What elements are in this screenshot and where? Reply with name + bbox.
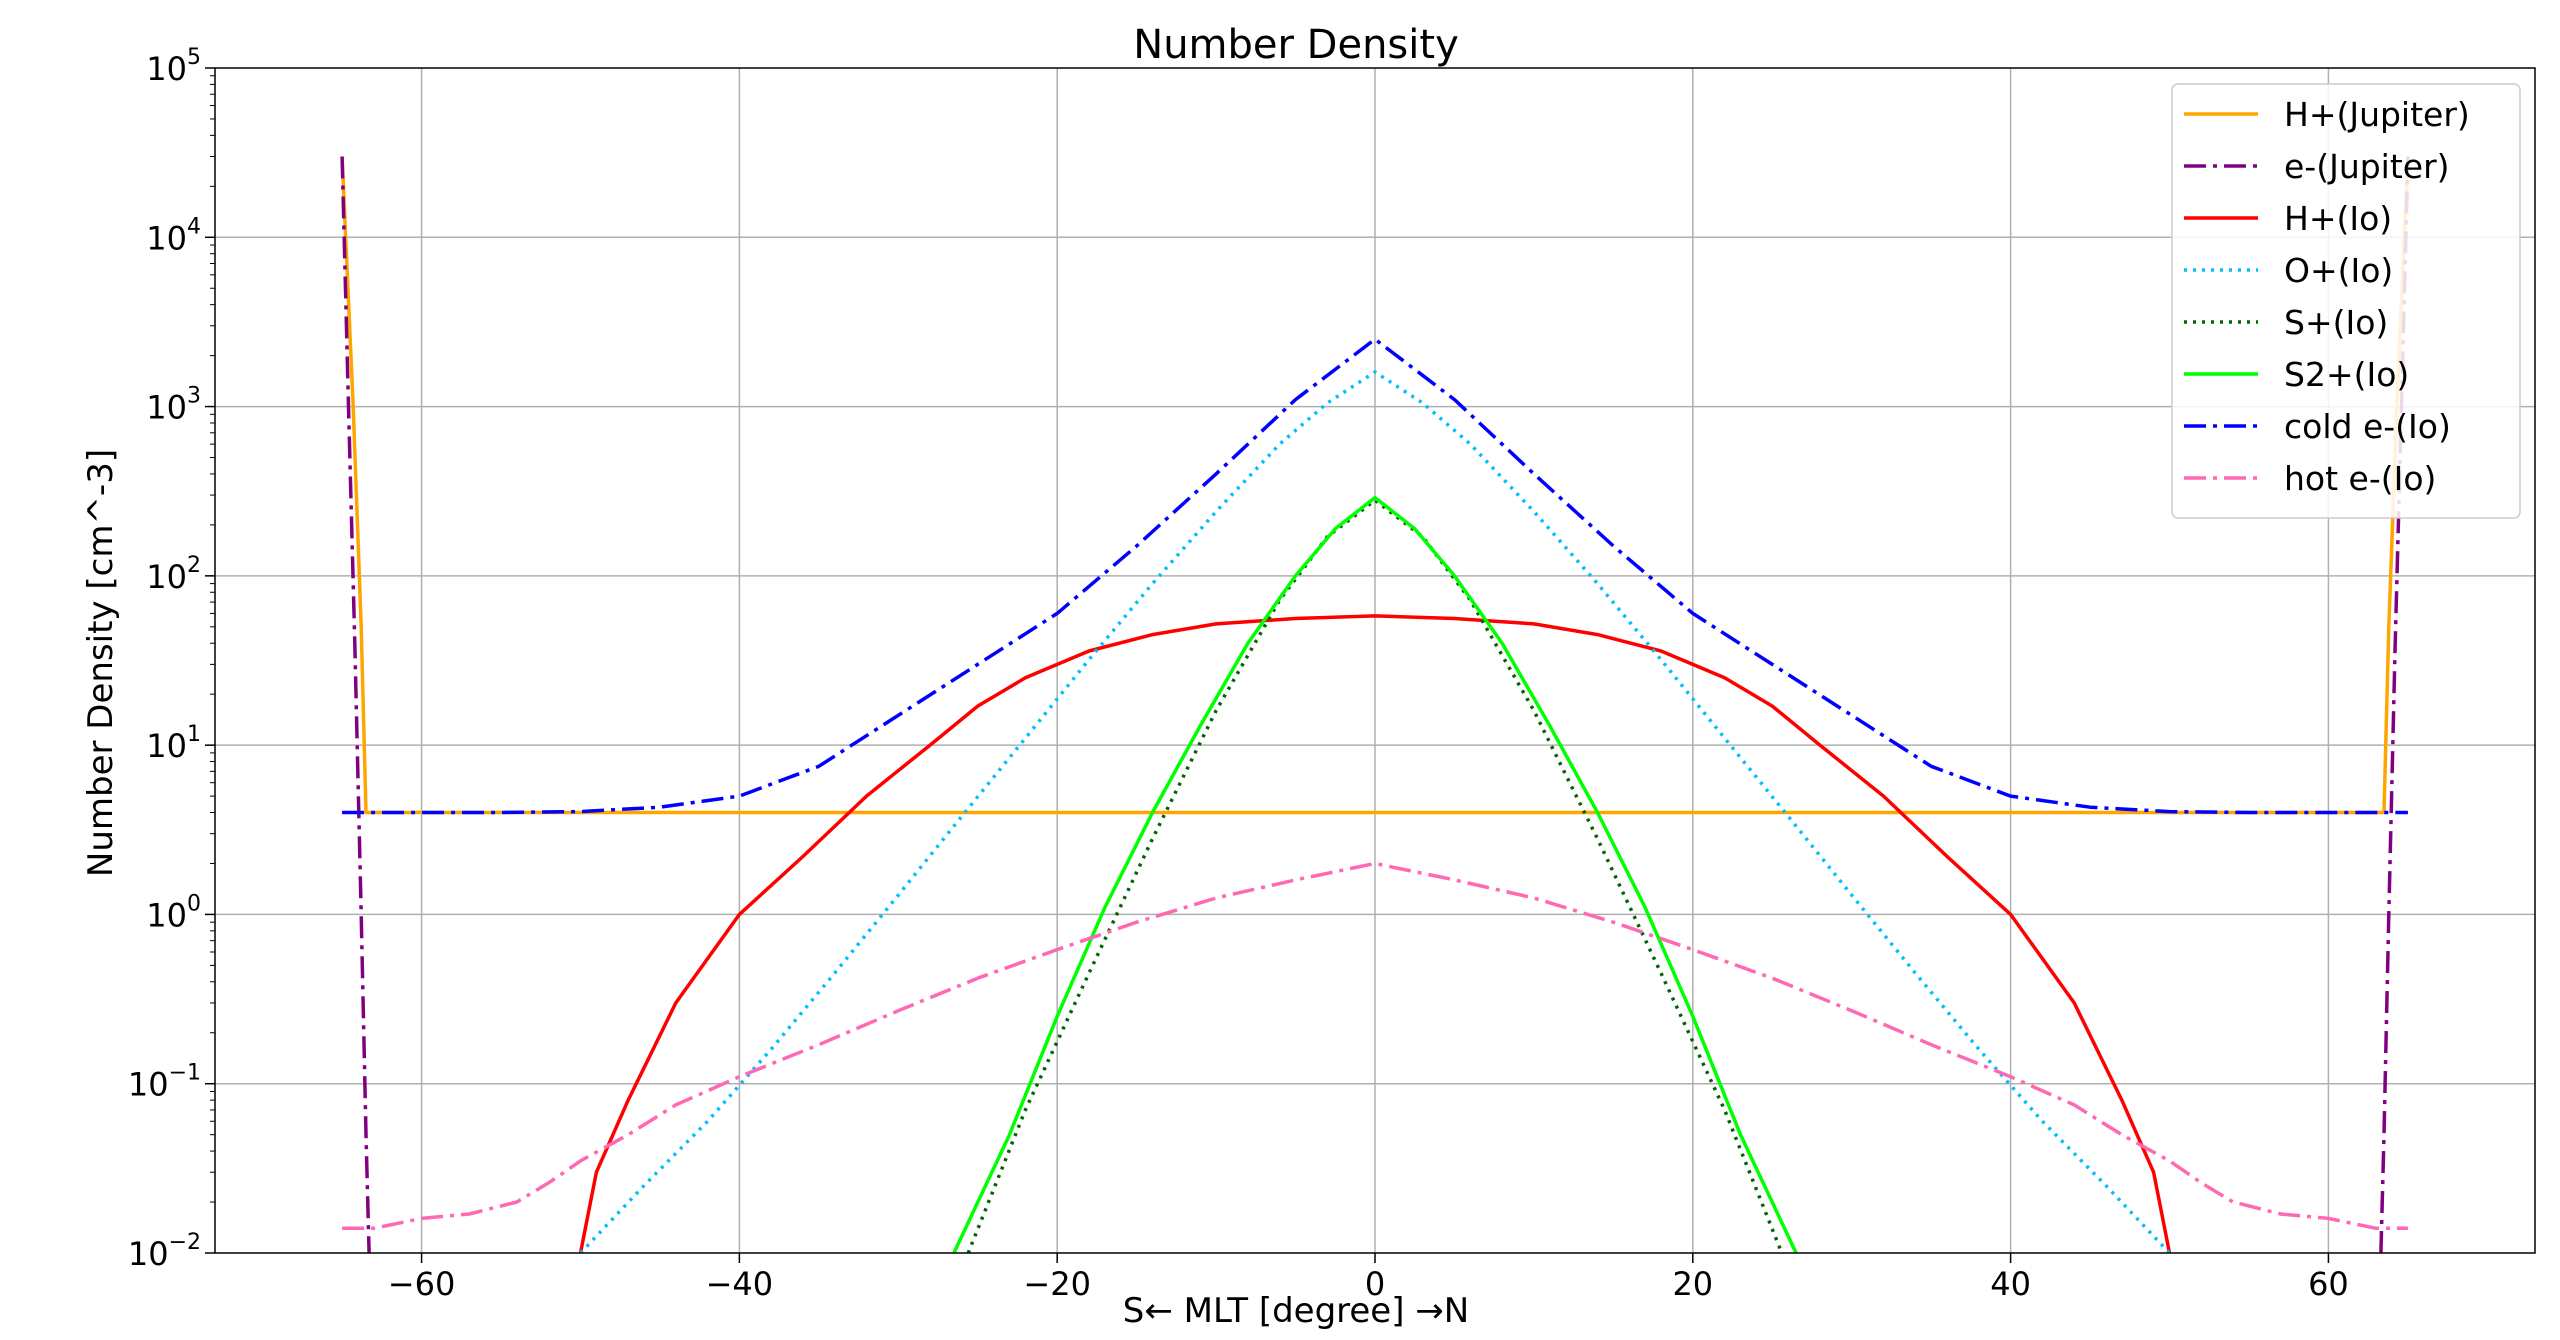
y-tick-label: 100 (146, 891, 201, 934)
x-tick-label: −40 (706, 1265, 774, 1303)
series-line-H+(Io) (578, 614, 2172, 1253)
x-tick-label: 60 (2308, 1265, 2349, 1303)
grid-lines (215, 68, 2535, 1253)
series-line-cold e-(Io) (342, 337, 2408, 815)
x-axis-label: S← MLT [degree] →N (1123, 1291, 1469, 1331)
series-line-H+(Jupiter) (340, 156, 2410, 815)
series-layer (340, 156, 2410, 1253)
legend-label: S2+(Io) (2284, 355, 2409, 394)
x-tick-label: 20 (1672, 1265, 1713, 1303)
legend-label: H+(Jupiter) (2284, 95, 2470, 134)
x-tick-label: 40 (1990, 1265, 2031, 1303)
legend-label: e-(Jupiter) (2284, 147, 2450, 186)
series-line-O+(Io) (579, 370, 2171, 1253)
chart-title: Number Density (1133, 22, 1458, 68)
legend-label: cold e-(Io) (2284, 407, 2451, 446)
series-line-S2+(Io) (952, 495, 1798, 1253)
y-tick-label: 10−2 (128, 1230, 201, 1273)
legend-box (2171, 83, 2521, 519)
series-line-e-(Jupiter) (340, 156, 371, 1253)
legend: H+(Jupiter) e-(Jupiter) H+(Io) O+(Io) S+(Io)… (2171, 83, 2521, 519)
legend-label: O+(Io) (2284, 251, 2393, 290)
legend-label: H+(Io) (2284, 199, 2392, 238)
series-line-hot e-(Io) (342, 861, 2408, 1231)
legend-label: S+(Io) (2284, 303, 2388, 342)
x-tick-label: 0 (1365, 1265, 1385, 1303)
y-axis-label: Number Density [cm^-3] (81, 449, 121, 877)
legend-label: hot e-(Io) (2284, 459, 2436, 498)
x-tick-label: −60 (388, 1265, 456, 1303)
x-tick-label: −20 (1023, 1265, 1091, 1303)
